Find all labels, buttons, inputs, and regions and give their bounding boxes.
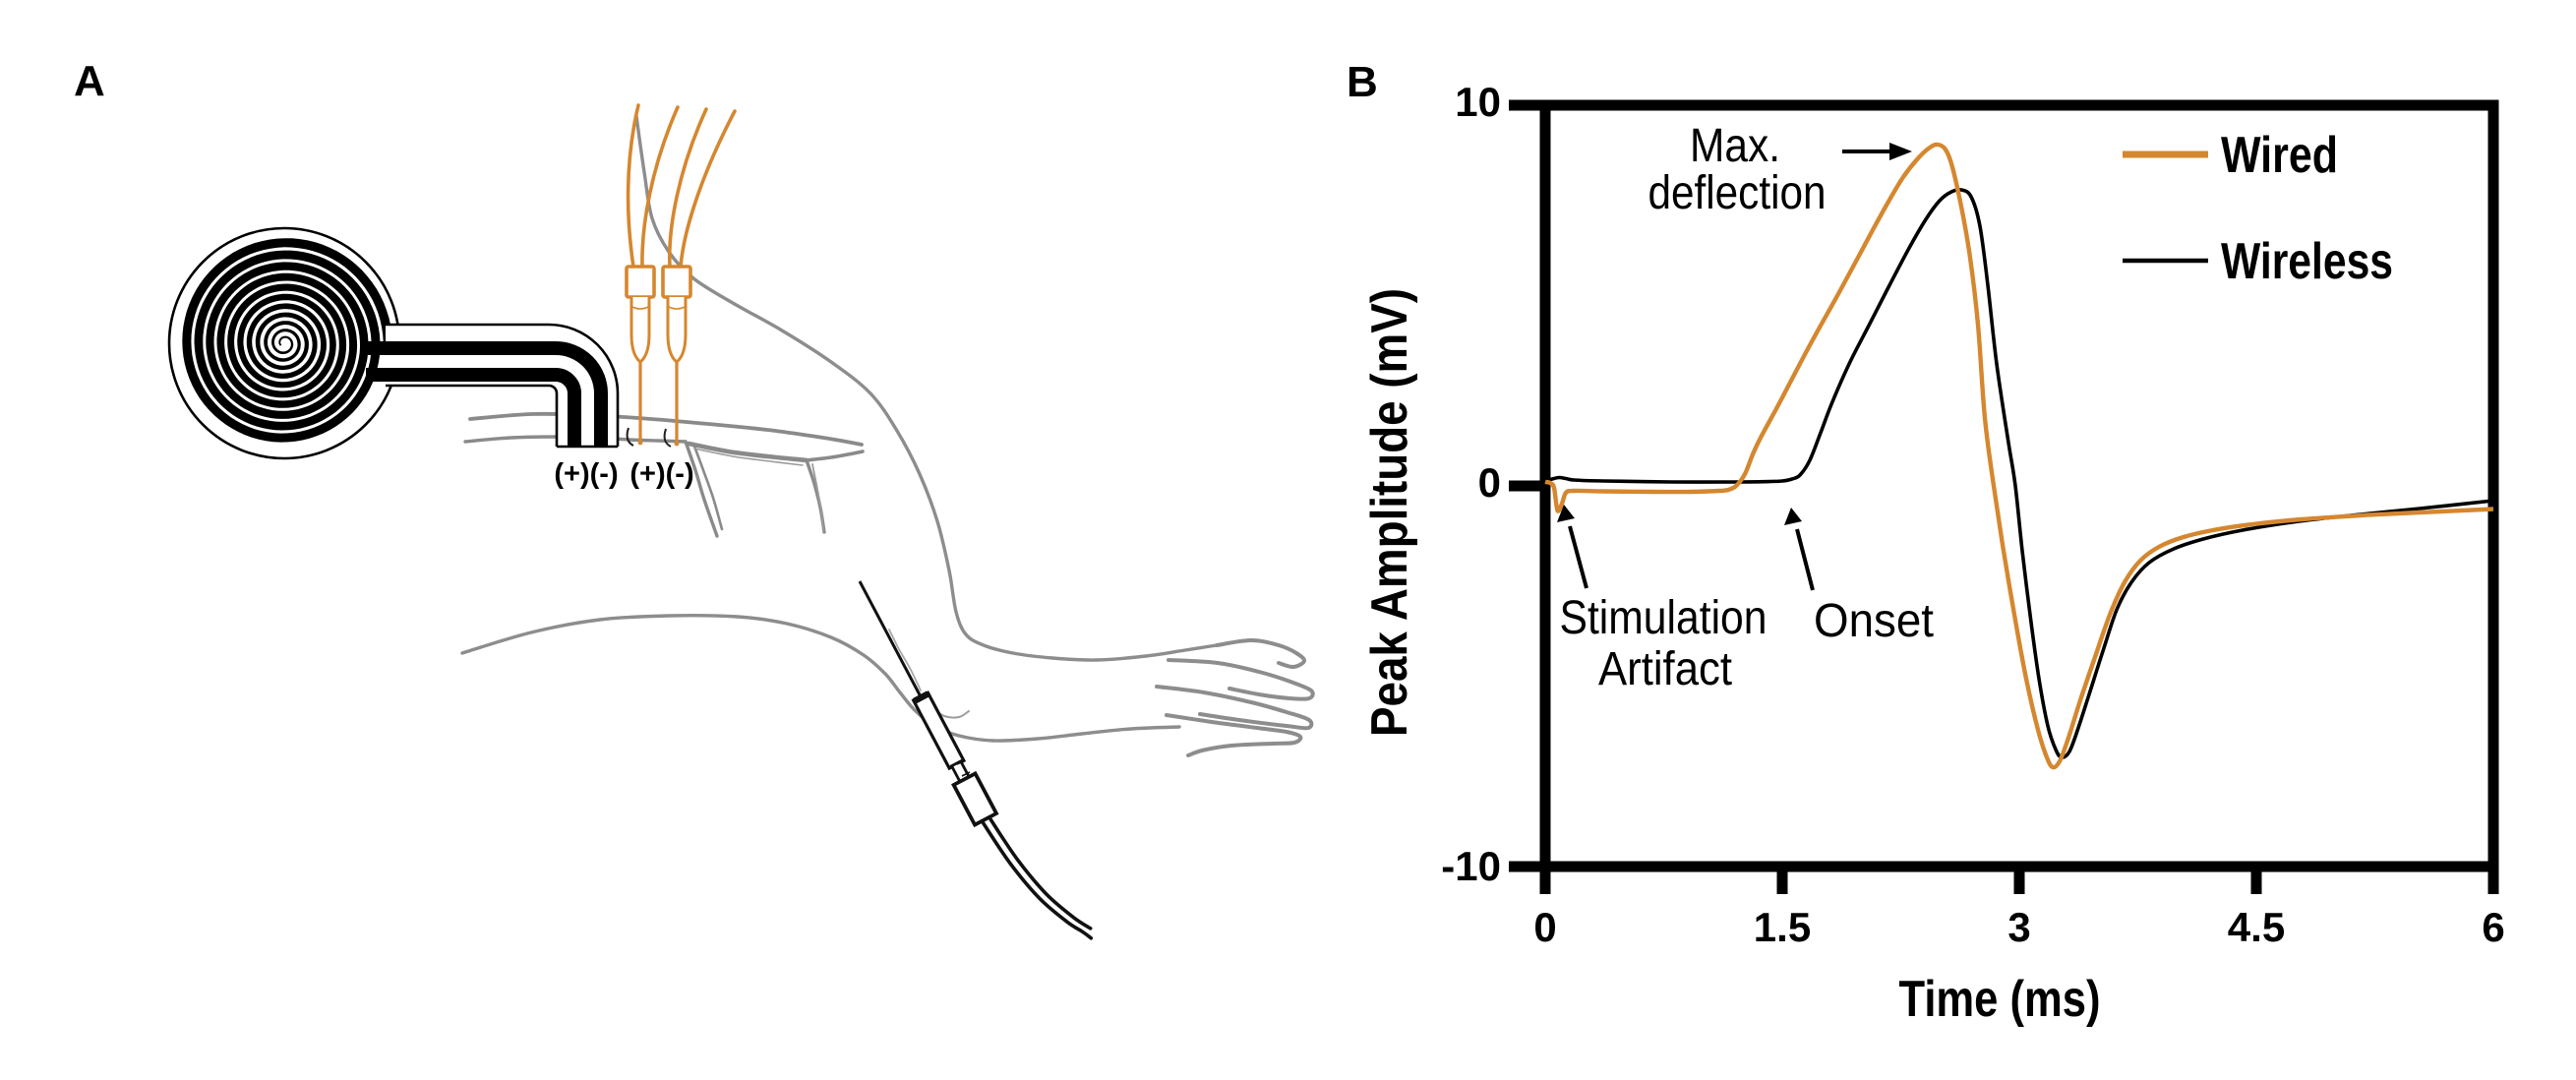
svg-text:Max.: Max. bbox=[1690, 120, 1780, 172]
svg-text:Time (ms): Time (ms) bbox=[1899, 971, 2101, 1028]
svg-text:Artifact: Artifact bbox=[1598, 643, 1732, 695]
svg-text:A: A bbox=[74, 57, 105, 105]
svg-text:4.5: 4.5 bbox=[2228, 904, 2285, 950]
svg-text:-10: -10 bbox=[1441, 843, 1501, 889]
svg-text:B: B bbox=[1347, 58, 1378, 106]
svg-text:0: 0 bbox=[1478, 459, 1501, 506]
svg-text:(+)(-): (+)(-) bbox=[629, 458, 693, 490]
svg-text:1.5: 1.5 bbox=[1754, 904, 1811, 950]
svg-text:Stimulation: Stimulation bbox=[1560, 592, 1767, 644]
svg-text:Wireless: Wireless bbox=[2221, 233, 2393, 290]
svg-text:6: 6 bbox=[2482, 904, 2504, 950]
svg-text:(+)(-): (+)(-) bbox=[554, 458, 618, 490]
svg-text:Peak Amplitude (mV): Peak Amplitude (mV) bbox=[1361, 288, 1418, 737]
svg-text:0: 0 bbox=[1533, 904, 1556, 950]
svg-text:3: 3 bbox=[2007, 904, 2030, 950]
svg-text:deflection: deflection bbox=[1648, 167, 1827, 219]
svg-text:Wired: Wired bbox=[2221, 127, 2338, 184]
svg-text:Onset: Onset bbox=[1814, 595, 1934, 647]
svg-text:10: 10 bbox=[1455, 79, 1501, 125]
